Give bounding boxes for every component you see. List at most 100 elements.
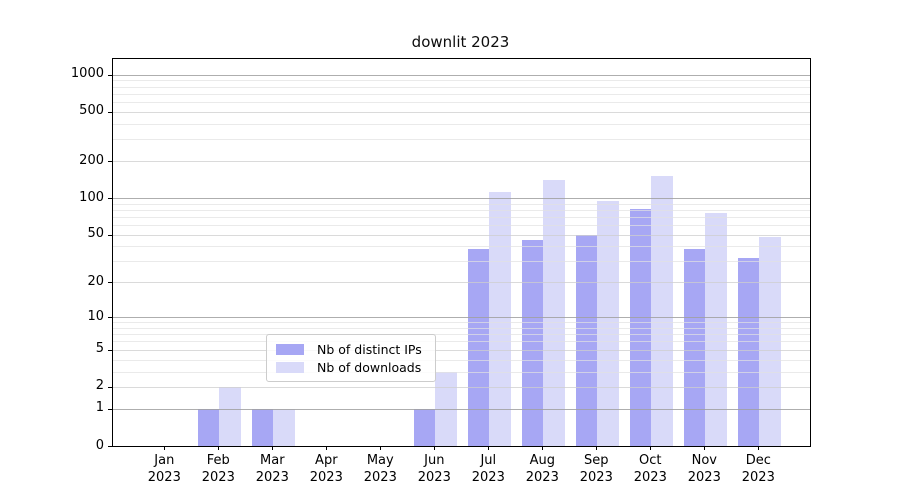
x-tick-jul [488, 446, 490, 450]
x-tick-label-may: May 2023 [350, 453, 410, 486]
bar-distinct-ips-jun [413, 408, 436, 446]
bar-distinct-ips-aug [521, 240, 544, 446]
bar-distinct-ips-oct [629, 208, 652, 446]
x-tick-oct [650, 446, 652, 450]
x-tick-month: Nov [691, 453, 717, 468]
x-tick-year: 2023 [687, 469, 721, 485]
x-tick-year: 2023 [309, 469, 343, 485]
x-tick-month: Jan [154, 453, 175, 468]
gridline-80 [113, 209, 810, 211]
gridline-800 [113, 86, 810, 88]
y-tick-20 [108, 282, 112, 284]
x-tick-month: Mar [260, 453, 285, 468]
gridline-200 [113, 161, 810, 163]
gridline-900 [113, 80, 810, 82]
x-tick-label-mar: Mar 2023 [242, 453, 302, 486]
y-tick-label-500: 500 [79, 103, 104, 119]
y-tick-10 [108, 317, 112, 319]
gridline-6 [113, 341, 810, 343]
legend-item-downloads: Nb of downloads [267, 360, 435, 375]
gridline-50 [113, 234, 810, 236]
bar-downloads-mar [273, 408, 295, 446]
x-tick-month: Apr [315, 453, 338, 468]
y-tick-label-2: 2 [95, 378, 104, 394]
y-tick-label-10: 10 [87, 308, 104, 324]
x-tick-label-jun: Jun 2023 [404, 453, 464, 486]
gridline-9 [113, 322, 810, 324]
gridline-600 [113, 102, 810, 104]
plot-area [108, 58, 811, 447]
gridline-5 [113, 349, 810, 351]
bar-downloads-aug [543, 180, 565, 446]
bar-downloads-oct [651, 176, 673, 446]
legend-swatch-distinct-ips [276, 343, 304, 355]
y-tick-label-1: 1 [95, 400, 104, 416]
bar-distinct-ips-jul [467, 249, 490, 446]
x-tick-label-nov: Nov 2023 [674, 453, 734, 486]
x-tick-feb [218, 446, 220, 450]
gridline-60 [113, 225, 810, 227]
legend-label-distinct-ips: Nb of distinct IPs [317, 341, 422, 357]
x-tick-year: 2023 [525, 469, 559, 485]
x-tick-nov [704, 446, 706, 450]
gridline-10 [113, 317, 810, 319]
x-tick-label-apr: Apr 2023 [296, 453, 356, 486]
y-tick-label-5: 5 [95, 341, 104, 357]
x-tick-year: 2023 [633, 469, 667, 485]
x-tick-jan [164, 446, 166, 450]
legend: Nb of distinct IPs Nb of downloads [266, 334, 436, 382]
x-tick-year: 2023 [201, 469, 235, 485]
x-tick-year: 2023 [147, 469, 181, 485]
x-tick-jun [434, 446, 436, 450]
x-tick-dec [758, 446, 760, 450]
gridline-70 [113, 216, 810, 218]
x-tick-year: 2023 [471, 469, 505, 485]
gridline-2 [113, 386, 810, 388]
gridline-1 [113, 408, 810, 410]
x-tick-apr [326, 446, 328, 450]
x-tick-month: Jun [424, 453, 445, 468]
bar-downloads-feb [219, 386, 241, 446]
y-tick-label-1000: 1000 [70, 66, 104, 82]
gridline-4 [113, 359, 810, 361]
gridline-20 [113, 282, 810, 284]
bar-distinct-ips-nov [683, 249, 706, 446]
x-tick-may [380, 446, 382, 450]
x-tick-month: Aug [529, 453, 555, 468]
gridline-500 [113, 111, 810, 113]
bar-downloads-jul [489, 191, 511, 446]
y-tick-200 [108, 161, 112, 163]
gridline-400 [113, 123, 810, 125]
x-tick-year: 2023 [255, 469, 289, 485]
x-tick-year: 2023 [579, 469, 613, 485]
gridline-8 [113, 327, 810, 329]
y-tick-label-200: 200 [79, 152, 104, 168]
gridline-700 [113, 93, 810, 95]
x-tick-month: Sep [584, 453, 609, 468]
y-tick-500 [108, 111, 112, 113]
bar-distinct-ips-mar [251, 408, 274, 446]
gridline-100 [113, 198, 810, 199]
gridline-40 [113, 246, 810, 248]
x-tick-label-jul: Jul 2023 [458, 453, 518, 486]
bar-distinct-ips-dec [737, 258, 760, 446]
x-tick-year: 2023 [417, 469, 451, 485]
x-tick-month: May [366, 453, 394, 468]
y-tick-5 [108, 349, 112, 351]
y-tick-1000 [108, 74, 112, 76]
y-tick-100 [108, 198, 112, 199]
y-tick-label-100: 100 [79, 189, 104, 205]
y-tick-label-20: 20 [87, 273, 104, 289]
chart-title: downlit 2023 [411, 33, 510, 51]
x-tick-label-dec: Dec 2023 [728, 453, 788, 486]
bar-downloads-nov [705, 213, 727, 446]
legend-swatch-downloads [276, 361, 304, 373]
x-tick-label-oct: Oct 2023 [620, 453, 680, 486]
y-tick-0 [108, 446, 112, 447]
gridline-3 [113, 371, 810, 373]
gridline-1000 [113, 74, 810, 76]
x-tick-sep [596, 446, 598, 450]
y-tick-50 [108, 234, 112, 236]
x-tick-month: Dec [745, 453, 771, 468]
x-tick-label-feb: Feb 2023 [188, 453, 248, 486]
